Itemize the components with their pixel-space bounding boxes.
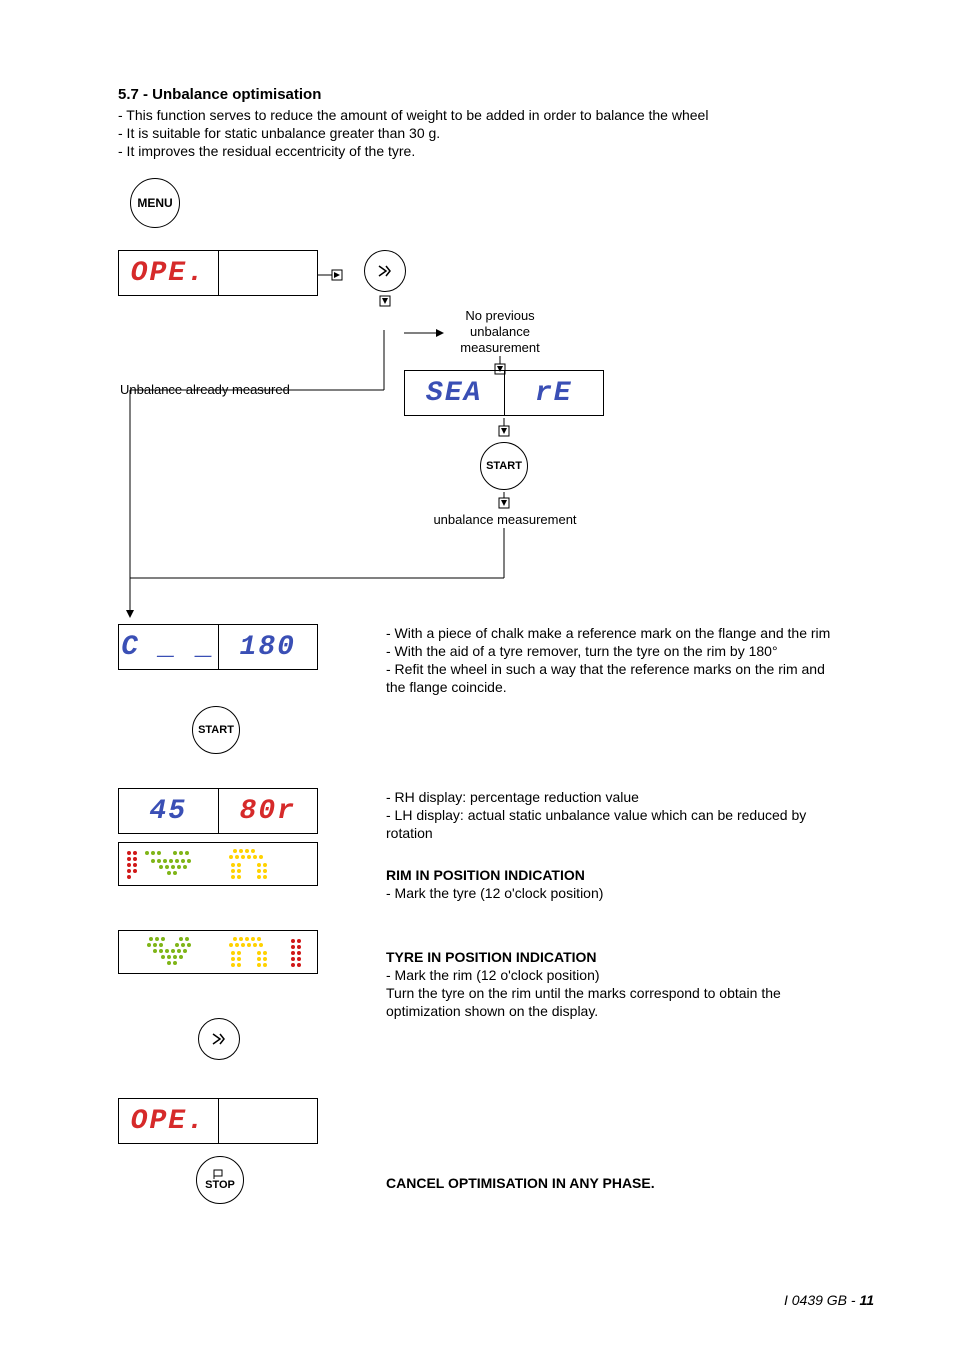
arrow-right-icon	[376, 262, 394, 280]
display-pct-left: 45	[149, 796, 187, 827]
pct-note-3: rotation	[386, 824, 433, 843]
matrix-tyre-svg	[125, 935, 313, 969]
display-opt-2: OPE.	[118, 1098, 318, 1144]
rim-heading: RIM IN POSITION INDICATION	[386, 866, 585, 885]
label-unb-meas: unbalance measurement	[420, 512, 590, 527]
confirm-button-2[interactable]	[198, 1018, 240, 1060]
menu-button[interactable]: MENU	[130, 178, 180, 228]
matrix-rim-svg	[125, 847, 313, 881]
display-opt: OPE.	[118, 250, 318, 296]
matrix-rim	[118, 842, 318, 886]
arrow-down-1	[378, 294, 392, 316]
footer-page: 11	[859, 1292, 874, 1308]
matrix-tyre	[118, 930, 318, 974]
cancel-text: CANCEL OPTIMISATION IN ANY PHASE.	[386, 1174, 655, 1193]
display-c180-left: C _ _	[121, 632, 215, 663]
c180-note-3: - Refit the wheel in such a way that the…	[386, 660, 825, 679]
tyre-heading: TYRE IN POSITION INDICATION	[386, 948, 597, 967]
display-sta-right: rE	[535, 378, 573, 409]
bullet-1: - This function serves to reduce the amo…	[118, 106, 708, 125]
label-no-prev-1: No previous	[440, 308, 560, 323]
arrow-down-3	[497, 492, 511, 512]
stop-button[interactable]: STOP	[196, 1156, 244, 1204]
display-c180: C _ _ 180	[118, 624, 318, 670]
display-opt2-left: OPE.	[131, 1106, 206, 1137]
stop-label: STOP	[205, 1179, 235, 1191]
start-button-2[interactable]: START	[192, 706, 240, 754]
tyre-line-2: Turn the tyre on the rim until the marks…	[386, 984, 781, 1003]
c180-note-2: - With the aid of a tyre remover, turn t…	[386, 642, 778, 661]
display-c180-right: 180	[240, 632, 296, 663]
arrow-right-1	[318, 268, 362, 282]
footer: I 0439 GB - 11	[784, 1292, 874, 1308]
display-pct: 45 80r	[118, 788, 318, 834]
confirm-button-1[interactable]	[364, 250, 406, 292]
display-sta: SEA rE	[404, 370, 604, 416]
stop-flag-icon	[213, 1169, 227, 1179]
pct-note-1: - RH display: percentage reduction value	[386, 788, 639, 807]
footer-code: I 0439 GB -	[784, 1292, 859, 1308]
start-button-1[interactable]: START	[480, 442, 528, 490]
tyre-line-3: optimization shown on the display.	[386, 1002, 598, 1021]
display-sta-left: SEA	[426, 378, 482, 409]
c180-note-4: the flange coincide.	[386, 678, 507, 697]
bullet-2: - It is suitable for static unbalance gr…	[118, 124, 440, 143]
pct-note-2: - LH display: actual static unbalance va…	[386, 806, 806, 825]
section-title: 5.7 - Unbalance optimisation	[118, 86, 321, 103]
display-opt-left: OPE.	[131, 258, 206, 289]
arrow-down-2	[497, 418, 511, 442]
tyre-line-1: - Mark the rim (12 o'clock position)	[386, 966, 600, 985]
merge-lines	[130, 528, 510, 618]
display-pct-right: 80r	[240, 796, 296, 827]
rim-line-1: - Mark the tyre (12 o'clock position)	[386, 884, 603, 903]
c180-note-1: - With a piece of chalk make a reference…	[386, 624, 830, 643]
bullet-3: - It improves the residual eccentricity …	[118, 142, 415, 161]
arrow-right-icon-2	[210, 1030, 228, 1048]
